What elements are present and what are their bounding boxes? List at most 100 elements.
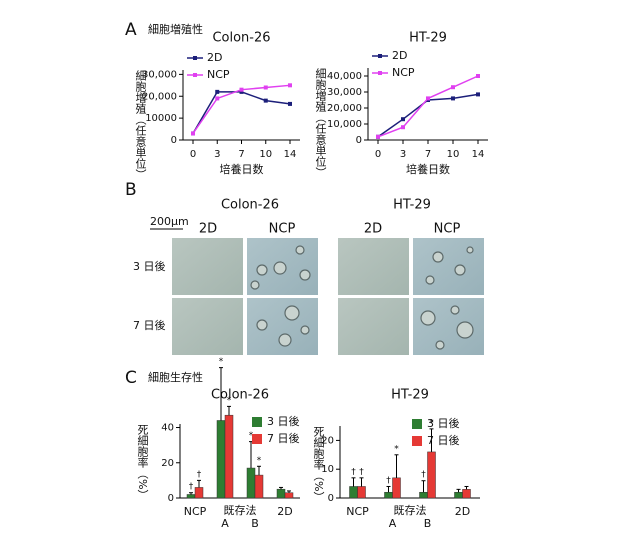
significance-mark: † (189, 482, 194, 492)
significance-mark: † (351, 467, 356, 477)
y-tick-label: 0 (328, 493, 334, 504)
significance-mark: † (421, 470, 426, 480)
x-tick-label: 2D (455, 505, 470, 518)
point (476, 92, 480, 97)
column-label: NCP (434, 222, 461, 237)
legend-marker (193, 73, 197, 77)
legend-swatch (412, 419, 422, 429)
x-tick-label: 2D (277, 505, 292, 518)
column-label: NCP (269, 222, 296, 237)
panel-title: 細胞増殖性 (148, 22, 203, 36)
chart-title: Colon-26 (212, 31, 270, 46)
significance-mark: † (197, 470, 202, 480)
legend-swatch (412, 436, 422, 446)
significance-mark: * (394, 444, 399, 454)
legend-marker (378, 54, 382, 58)
point (239, 87, 244, 92)
bar (254, 474, 264, 499)
bar (186, 494, 196, 499)
point (263, 98, 268, 103)
series-line (377, 75, 479, 138)
y-tick-label: 10000 (145, 113, 177, 124)
y-axis-label: 細胞増殖（任意単位） (134, 70, 147, 180)
y-tick-label: 20,000 (142, 91, 177, 102)
x-tick-label: 14 (284, 149, 297, 160)
panel-title: Colon-26 (221, 198, 279, 213)
panel-label: A (125, 20, 137, 40)
x-tick-label: NCP (346, 505, 369, 518)
bar (284, 492, 294, 499)
y-tick-label: 30,000 (327, 87, 362, 98)
bar (276, 488, 286, 499)
bar (462, 489, 471, 499)
point (239, 89, 244, 94)
y-tick-label: 30,000 (142, 69, 177, 80)
point (215, 96, 220, 101)
point (376, 134, 380, 139)
point (191, 131, 195, 136)
point (401, 125, 405, 130)
significance-mark: * (257, 456, 262, 466)
legend-label: 7 日後 (427, 433, 460, 447)
y-tick-label: 20 (321, 435, 334, 446)
panel-label: B (125, 180, 137, 200)
group-label: 既存法 (394, 503, 427, 517)
legend-label: 7 日後 (267, 431, 300, 445)
column-label: 2D (199, 222, 217, 237)
significance-mark: † (386, 476, 391, 486)
y-axis-label: 細胞増殖（任意単位） (314, 68, 327, 178)
y-tick-label: 10 (321, 464, 334, 475)
panel-label: C (125, 368, 137, 388)
y-tick-label: 40 (161, 423, 174, 434)
chart-title: HT-29 (391, 388, 429, 403)
point (263, 85, 268, 90)
y-tick-label: 0 (171, 135, 177, 146)
row-label: 7 日後 (133, 318, 166, 332)
bar (392, 477, 401, 499)
bar (194, 487, 204, 499)
legend-label: 2D (392, 49, 407, 62)
x-tick-label: NCP (184, 505, 207, 518)
x-axis-label: 培養日数 (220, 162, 264, 176)
panel-title: 細胞生存性 (148, 370, 203, 384)
panel-title: HT-29 (393, 198, 431, 213)
legend-label: 2D (207, 51, 222, 64)
bar (384, 491, 393, 499)
point (288, 101, 292, 106)
point (451, 96, 455, 101)
y-axis-label: 死細胞率（%） (312, 426, 325, 502)
x-tick-label: 7 (425, 149, 431, 160)
legend-marker (193, 56, 197, 60)
legend-swatch (252, 434, 262, 444)
x-tick-label: 10 (259, 149, 272, 160)
point (215, 89, 220, 94)
x-tick-label: 0 (375, 149, 381, 160)
x-tick-label: B (424, 517, 432, 530)
significance-mark: * (227, 396, 232, 406)
bar (454, 491, 463, 499)
point (288, 83, 292, 88)
x-axis-label: 培養日数 (406, 162, 450, 176)
y-tick-label: 0 (356, 135, 362, 146)
y-tick-label: 20,000 (327, 103, 362, 114)
legend-marker (378, 71, 382, 75)
significance-mark: * (219, 357, 224, 367)
bar (357, 486, 366, 499)
column-label: 2D (364, 222, 382, 237)
legend-label: NCP (207, 68, 230, 81)
group-label: 既存法 (224, 503, 257, 517)
significance-mark: * (249, 431, 254, 441)
x-tick-label: 10 (447, 149, 460, 160)
y-tick-label: 10,000 (327, 119, 362, 130)
chart-title: HT-29 (409, 31, 447, 46)
point (401, 117, 405, 122)
point (476, 74, 480, 78)
x-tick-label: A (221, 517, 229, 530)
legend-label: 3 日後 (427, 416, 460, 430)
micrographs (172, 238, 484, 355)
y-tick-label: 0 (168, 493, 174, 504)
significance-mark: † (359, 467, 364, 477)
x-tick-label: A (389, 517, 397, 530)
scale-bar-label: 200µm (150, 215, 189, 228)
chart-title: Colon-26 (211, 388, 269, 403)
